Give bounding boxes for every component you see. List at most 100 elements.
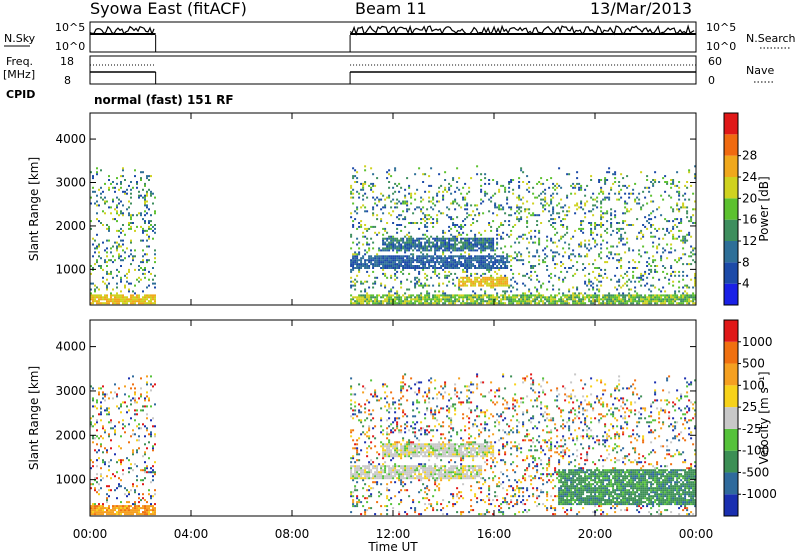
heatmap-cell: [430, 265, 433, 267]
heatmap-cell: [444, 267, 447, 269]
heatmap-cell: [508, 294, 511, 297]
heatmap-cell: [108, 461, 110, 464]
heatmap-cell: [664, 290, 667, 293]
heatmap-cell: [392, 453, 395, 456]
heatmap-cell: [448, 296, 451, 299]
heatmap-cell: [350, 212, 353, 215]
heatmap-cell: [614, 296, 617, 299]
heatmap-cell: [576, 296, 579, 299]
heatmap-cell: [586, 294, 589, 297]
heatmap-cell: [682, 241, 685, 244]
heatmap-cell: [630, 294, 633, 297]
heatmap-cell: [458, 257, 461, 260]
heatmap-cell: [592, 208, 595, 211]
heatmap-cell: [398, 263, 401, 266]
heatmap-cell: [390, 255, 393, 258]
heatmap-cell: [122, 169, 124, 172]
heatmap-cell: [468, 247, 471, 250]
heatmap-cell: [104, 196, 106, 199]
heatmap-cell: [432, 294, 435, 297]
heatmap-cell: [434, 249, 437, 252]
heatmap-cell: [388, 499, 391, 502]
heatmap-cell: [514, 212, 517, 215]
heatmap-cell: [98, 505, 100, 508]
heatmap-cell: [454, 241, 457, 244]
heatmap-cell: [516, 288, 519, 291]
heatmap-cell: [444, 274, 447, 277]
heatmap-cell: [376, 218, 379, 221]
heatmap-cell: [636, 276, 639, 279]
heatmap-cell: [140, 171, 142, 174]
heatmap-cell: [646, 251, 649, 254]
heatmap-cell: [402, 272, 405, 275]
heatmap-cell: [436, 245, 439, 248]
heatmap-cell: [130, 435, 132, 438]
heatmap-cell: [356, 190, 359, 193]
heatmap-cell: [534, 298, 537, 301]
heatmap-cell: [662, 251, 665, 254]
heatmap-cell: [550, 298, 553, 301]
heatmap-cell: [620, 237, 623, 240]
heatmap-cell: [636, 300, 639, 303]
heatmap-cell: [406, 210, 409, 213]
heatmap-cell: [104, 298, 106, 301]
heatmap-cell: [600, 274, 603, 277]
heatmap-cell: [608, 257, 611, 260]
heatmap-cell: [528, 298, 531, 301]
heatmap-cell: [390, 453, 393, 456]
heatmap-cell: [96, 443, 98, 446]
heatmap-cell: [478, 298, 481, 301]
heatmap-cell: [556, 300, 559, 303]
heatmap-cell: [352, 224, 355, 226]
heatmap-cell: [482, 296, 485, 299]
heatmap-cell: [154, 257, 156, 260]
heatmap-cell: [642, 274, 645, 277]
colorbar-tick-label: 12: [742, 234, 757, 248]
heatmap-cell: [492, 220, 495, 223]
heatmap-cell: [500, 294, 503, 297]
heatmap-cell: [112, 181, 114, 183]
heatmap-cell: [152, 294, 154, 297]
heatmap-cell: [382, 469, 385, 472]
heatmap-cell: [454, 261, 457, 264]
heatmap-cell: [392, 401, 395, 404]
heatmap-cell: [574, 300, 577, 303]
heatmap-cell: [516, 296, 519, 299]
heatmap-cell: [120, 435, 122, 438]
heatmap-cell: [386, 259, 389, 262]
heatmap-cell: [486, 265, 489, 267]
heatmap-cell: [626, 274, 629, 277]
heatmap-cell: [668, 278, 671, 281]
heatmap-cell: [146, 505, 148, 508]
heatmap-cell: [510, 278, 513, 281]
heatmap-cell: [126, 272, 128, 275]
heatmap-cell: [438, 263, 441, 266]
heatmap-cell: [530, 214, 533, 217]
heatmap-cell: [534, 270, 537, 273]
heatmap-cell: [492, 286, 495, 289]
heatmap-cell: [508, 302, 511, 305]
heatmap-cell: [152, 469, 154, 472]
heatmap-cell: [568, 290, 571, 293]
heatmap-cell: [394, 475, 397, 478]
heatmap-cell: [420, 255, 423, 258]
heatmap-cell: [518, 300, 521, 303]
heatmap-cell: [432, 298, 435, 301]
heatmap-cell: [350, 393, 353, 396]
heatmap-cell: [494, 267, 497, 269]
heatmap-cell: [358, 383, 361, 386]
heatmap-cell: [590, 300, 593, 303]
heatmap-cell: [98, 489, 100, 492]
heatmap-cell: [394, 467, 397, 470]
heatmap-cell: [118, 511, 120, 514]
heatmap-cell: [350, 184, 353, 187]
heatmap-cell: [484, 173, 487, 176]
heatmap-cell: [368, 465, 371, 468]
heatmap-cell: [516, 196, 519, 199]
heatmap-cell: [354, 489, 357, 492]
heatmap-cell: [604, 198, 607, 201]
heatmap-cell: [142, 259, 144, 262]
heatmap-cell: [398, 417, 401, 420]
heatmap-cell: [122, 419, 124, 422]
